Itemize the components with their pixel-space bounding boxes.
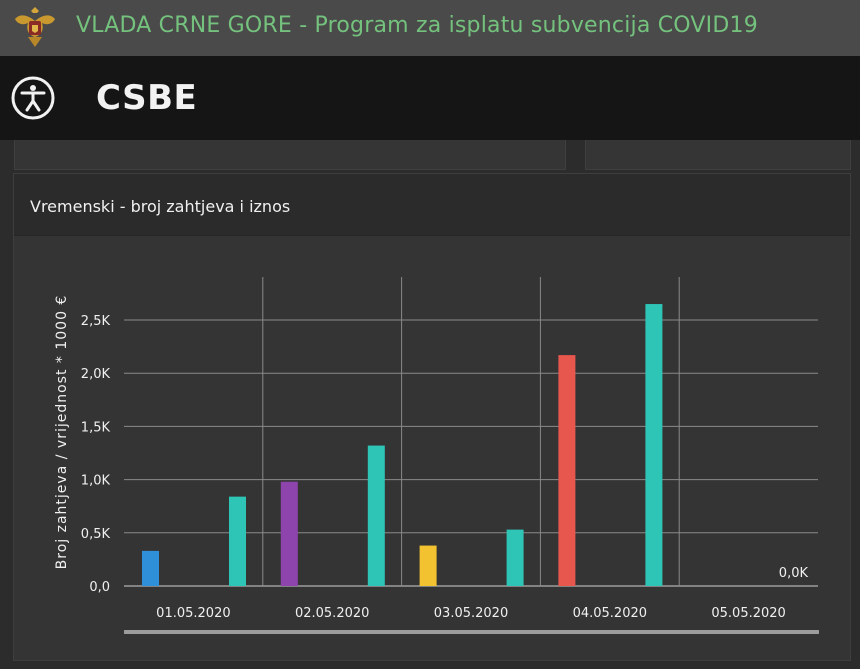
x-tick-label: 01.05.2020 [156,606,230,621]
y-axis-ticks: 0,0 0,5K 1,0K 1,5K 2,0K 2,5K [81,314,111,595]
y-axis-label: Broj zahtjeva / vrijednost * 1000 € [54,295,70,570]
montenegro-crest-icon [15,7,55,47]
bar[interactable] [419,545,437,586]
page-title: CSBE [96,78,198,118]
bar[interactable] [506,529,524,586]
x-tick-label: 04.05.2020 [573,606,647,621]
y-tick-label: 2,5K [81,314,111,329]
summary-card [585,140,851,170]
bar[interactable] [558,355,576,586]
bar[interactable] [142,550,159,586]
app-title: VLADA CRNE GORE - Program za isplatu sub… [76,13,758,38]
summary-card [14,140,566,170]
panel-header: Vremenski - broj zahtjeva i iznos [14,174,850,236]
bar[interactable] [367,445,385,586]
x-axis-ticks: 01.05.2020 02.05.2020 03.05.2020 04.05.2020… [156,606,786,621]
x-tick-label: 05.05.2020 [711,606,785,621]
y-tick-label: 0,5K [81,527,111,542]
bar[interactable] [645,304,663,586]
y-tick-label: 2,0K [81,367,111,382]
y-tick-label: 0,0 [89,580,110,595]
chart-scrollbar[interactable] [124,630,819,634]
x-tick-label: 03.05.2020 [434,606,508,621]
summary-cards-strip [0,140,860,172]
data-label: 0,0K [779,566,809,581]
bar[interactable] [229,496,246,586]
accessibility-icon[interactable] [10,75,56,121]
chart-grid [124,277,818,587]
y-tick-label: 1,5K [81,420,111,435]
app-header: VLADA CRNE GORE - Program za isplatu sub… [0,0,860,56]
x-tick-label: 02.05.2020 [295,606,369,621]
page-header: CSBE [0,56,860,140]
y-tick-label: 1,0K [81,474,111,489]
bar[interactable] [280,481,298,586]
panel-title: Vremenski - broj zahtjeva i iznos [30,197,291,216]
chart-bars: 0,0K [142,304,808,586]
